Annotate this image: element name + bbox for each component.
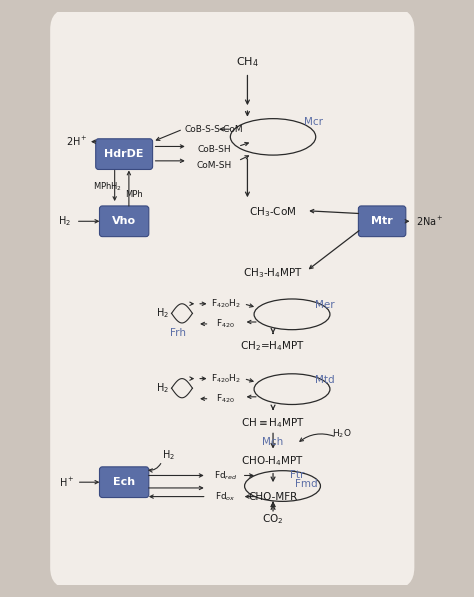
FancyBboxPatch shape: [358, 206, 406, 236]
Text: Fd$_{ox}$: Fd$_{ox}$: [215, 490, 236, 503]
Text: CH$_4$: CH$_4$: [236, 55, 259, 69]
Text: 2Na$^+$: 2Na$^+$: [416, 215, 443, 228]
Text: H$_2$: H$_2$: [155, 381, 169, 395]
Text: Vho: Vho: [112, 216, 136, 226]
Text: F$_{420}$: F$_{420}$: [216, 318, 235, 330]
Text: Mcr: Mcr: [304, 118, 323, 128]
Text: H$_2$O: H$_2$O: [332, 428, 352, 441]
Text: CH$_3$-CoM: CH$_3$-CoM: [249, 205, 297, 219]
FancyBboxPatch shape: [100, 467, 149, 497]
Text: Mch: Mch: [263, 437, 283, 447]
Text: CH$\equiv$H$_4$MPT: CH$\equiv$H$_4$MPT: [241, 416, 305, 430]
Text: F$_{420}$H$_2$: F$_{420}$H$_2$: [211, 373, 240, 385]
Text: CH$_3$-H$_4$MPT: CH$_3$-H$_4$MPT: [243, 266, 303, 280]
Text: H$^+$: H$^+$: [59, 476, 75, 489]
Text: CoM-SH: CoM-SH: [197, 161, 232, 170]
Text: Mer: Mer: [315, 300, 335, 310]
Text: F$_{420}$H$_2$: F$_{420}$H$_2$: [211, 297, 240, 310]
Text: MPh: MPh: [125, 190, 143, 199]
Text: H$_2$: H$_2$: [162, 448, 175, 462]
Text: Fd$_{red}$: Fd$_{red}$: [214, 469, 237, 482]
Text: H$_2$: H$_2$: [155, 306, 169, 320]
FancyBboxPatch shape: [96, 139, 153, 170]
Text: Ftr: Ftr: [290, 470, 304, 481]
Text: HdrDE: HdrDE: [104, 149, 144, 159]
Text: Fmd: Fmd: [295, 479, 318, 489]
Text: Mtd: Mtd: [315, 374, 335, 384]
Text: Mtr: Mtr: [371, 216, 393, 226]
Text: Frh: Frh: [170, 328, 186, 337]
Text: CoB-S-S-CoM: CoB-S-S-CoM: [185, 125, 244, 134]
Text: CO$_2$: CO$_2$: [262, 512, 284, 525]
Text: MPhH$_2$: MPhH$_2$: [92, 180, 122, 193]
Text: Ech: Ech: [113, 477, 135, 487]
FancyBboxPatch shape: [100, 206, 149, 236]
Text: CHO-H$_4$MPT: CHO-H$_4$MPT: [241, 454, 305, 468]
Text: F$_{420}$: F$_{420}$: [216, 392, 235, 405]
FancyBboxPatch shape: [50, 8, 414, 589]
Text: CH$_2$=H$_4$MPT: CH$_2$=H$_4$MPT: [240, 339, 306, 353]
Text: CHO-MFR: CHO-MFR: [248, 491, 298, 501]
Text: CoB-SH: CoB-SH: [198, 145, 231, 154]
Text: 2H$^+$: 2H$^+$: [66, 135, 88, 148]
Text: H$_2$: H$_2$: [58, 214, 71, 228]
